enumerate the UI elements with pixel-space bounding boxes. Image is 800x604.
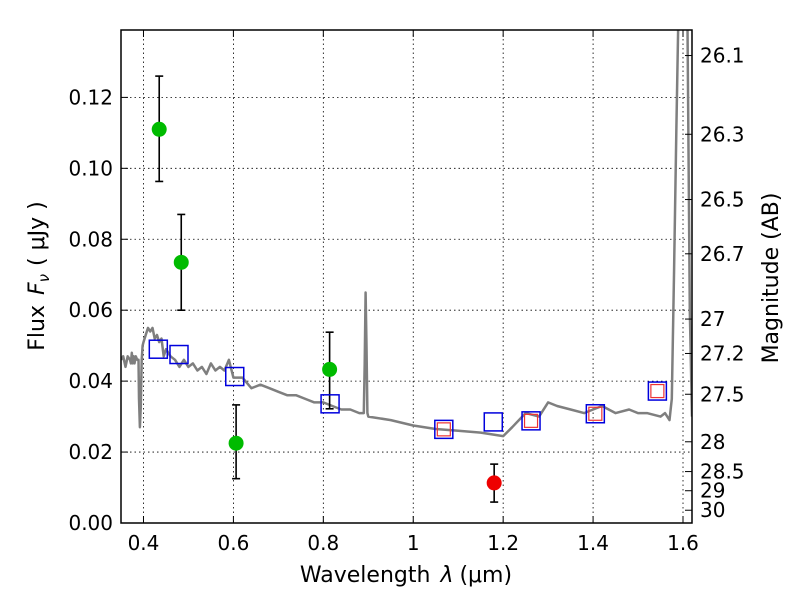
observed-upper-point	[486, 475, 502, 491]
y2-tick-label: 26.3	[700, 122, 745, 146]
model-photometry-square	[148, 339, 169, 359]
model-photometry-inner-square	[523, 413, 539, 428]
x-tick-label: 0.6	[217, 531, 249, 555]
x-tick-label: 1.6	[667, 531, 699, 555]
y2-tick-label: 28	[700, 430, 725, 454]
model-photometry-square	[225, 366, 245, 387]
x-tick-label: 1.4	[577, 531, 609, 555]
y-tick-label: 0.04	[68, 369, 113, 393]
model-photometry-inner-square	[588, 406, 603, 421]
observed-detections-point	[228, 435, 244, 451]
y2-axis-label: Magnitude (AB)	[759, 193, 784, 364]
observed-detections-point	[151, 121, 167, 137]
model-photometry-square	[434, 419, 454, 440]
x-axis-label: Wavelength λ (μm)	[300, 563, 512, 588]
y2-tick-label: 26.7	[700, 242, 745, 266]
plot-background	[121, 30, 692, 523]
model-photometry-inner-square	[650, 383, 665, 399]
y-tick-label: 0.10	[68, 156, 113, 180]
y2-tick-label: 29	[700, 479, 725, 503]
y-tick-label: 0.06	[68, 298, 113, 322]
y2-tick-label: 28.5	[700, 460, 745, 484]
y2-tick-label: 27	[700, 307, 725, 331]
y-tick-label: 0.08	[68, 227, 113, 251]
y-tick-label: 0.00	[68, 511, 113, 535]
y-axis-label: FluxFν( μJy )	[25, 201, 53, 350]
y-tick-label: 0.12	[68, 85, 113, 109]
observed-detections-point	[173, 254, 189, 270]
ticks-layer: 0.4 0.6 0.8 1 1.2 1.4 1.6 0.00 0.02 0.04 0.06 0.08 0…	[68, 30, 745, 555]
model-photometry-inner-square	[436, 422, 451, 437]
y2-tick-label: 30	[700, 498, 725, 522]
y2-tick-label: 26.5	[700, 188, 745, 212]
y-tick-label: 0.02	[68, 440, 113, 464]
observed-detections-point	[322, 361, 338, 377]
x-tick-label: 0.4	[128, 531, 160, 555]
model-photometry-square	[647, 381, 668, 401]
x-tick-label: 1.2	[487, 531, 519, 555]
model-photometry-square	[483, 412, 504, 432]
x-tick-label: 0.8	[307, 531, 339, 555]
plot-frame	[120, 29, 693, 524]
model-photometry-square	[169, 344, 189, 365]
y2-tick-label: 26.1	[700, 44, 745, 68]
model-photometry-square	[521, 411, 541, 431]
y2-tick-label: 27.2	[700, 341, 745, 365]
x-tick-label: 1	[407, 531, 420, 555]
marker-layer	[148, 75, 668, 503]
y2-tick-label: 27.5	[700, 382, 745, 406]
model-photometry-square	[320, 394, 340, 414]
model-photometry-square	[585, 404, 606, 424]
